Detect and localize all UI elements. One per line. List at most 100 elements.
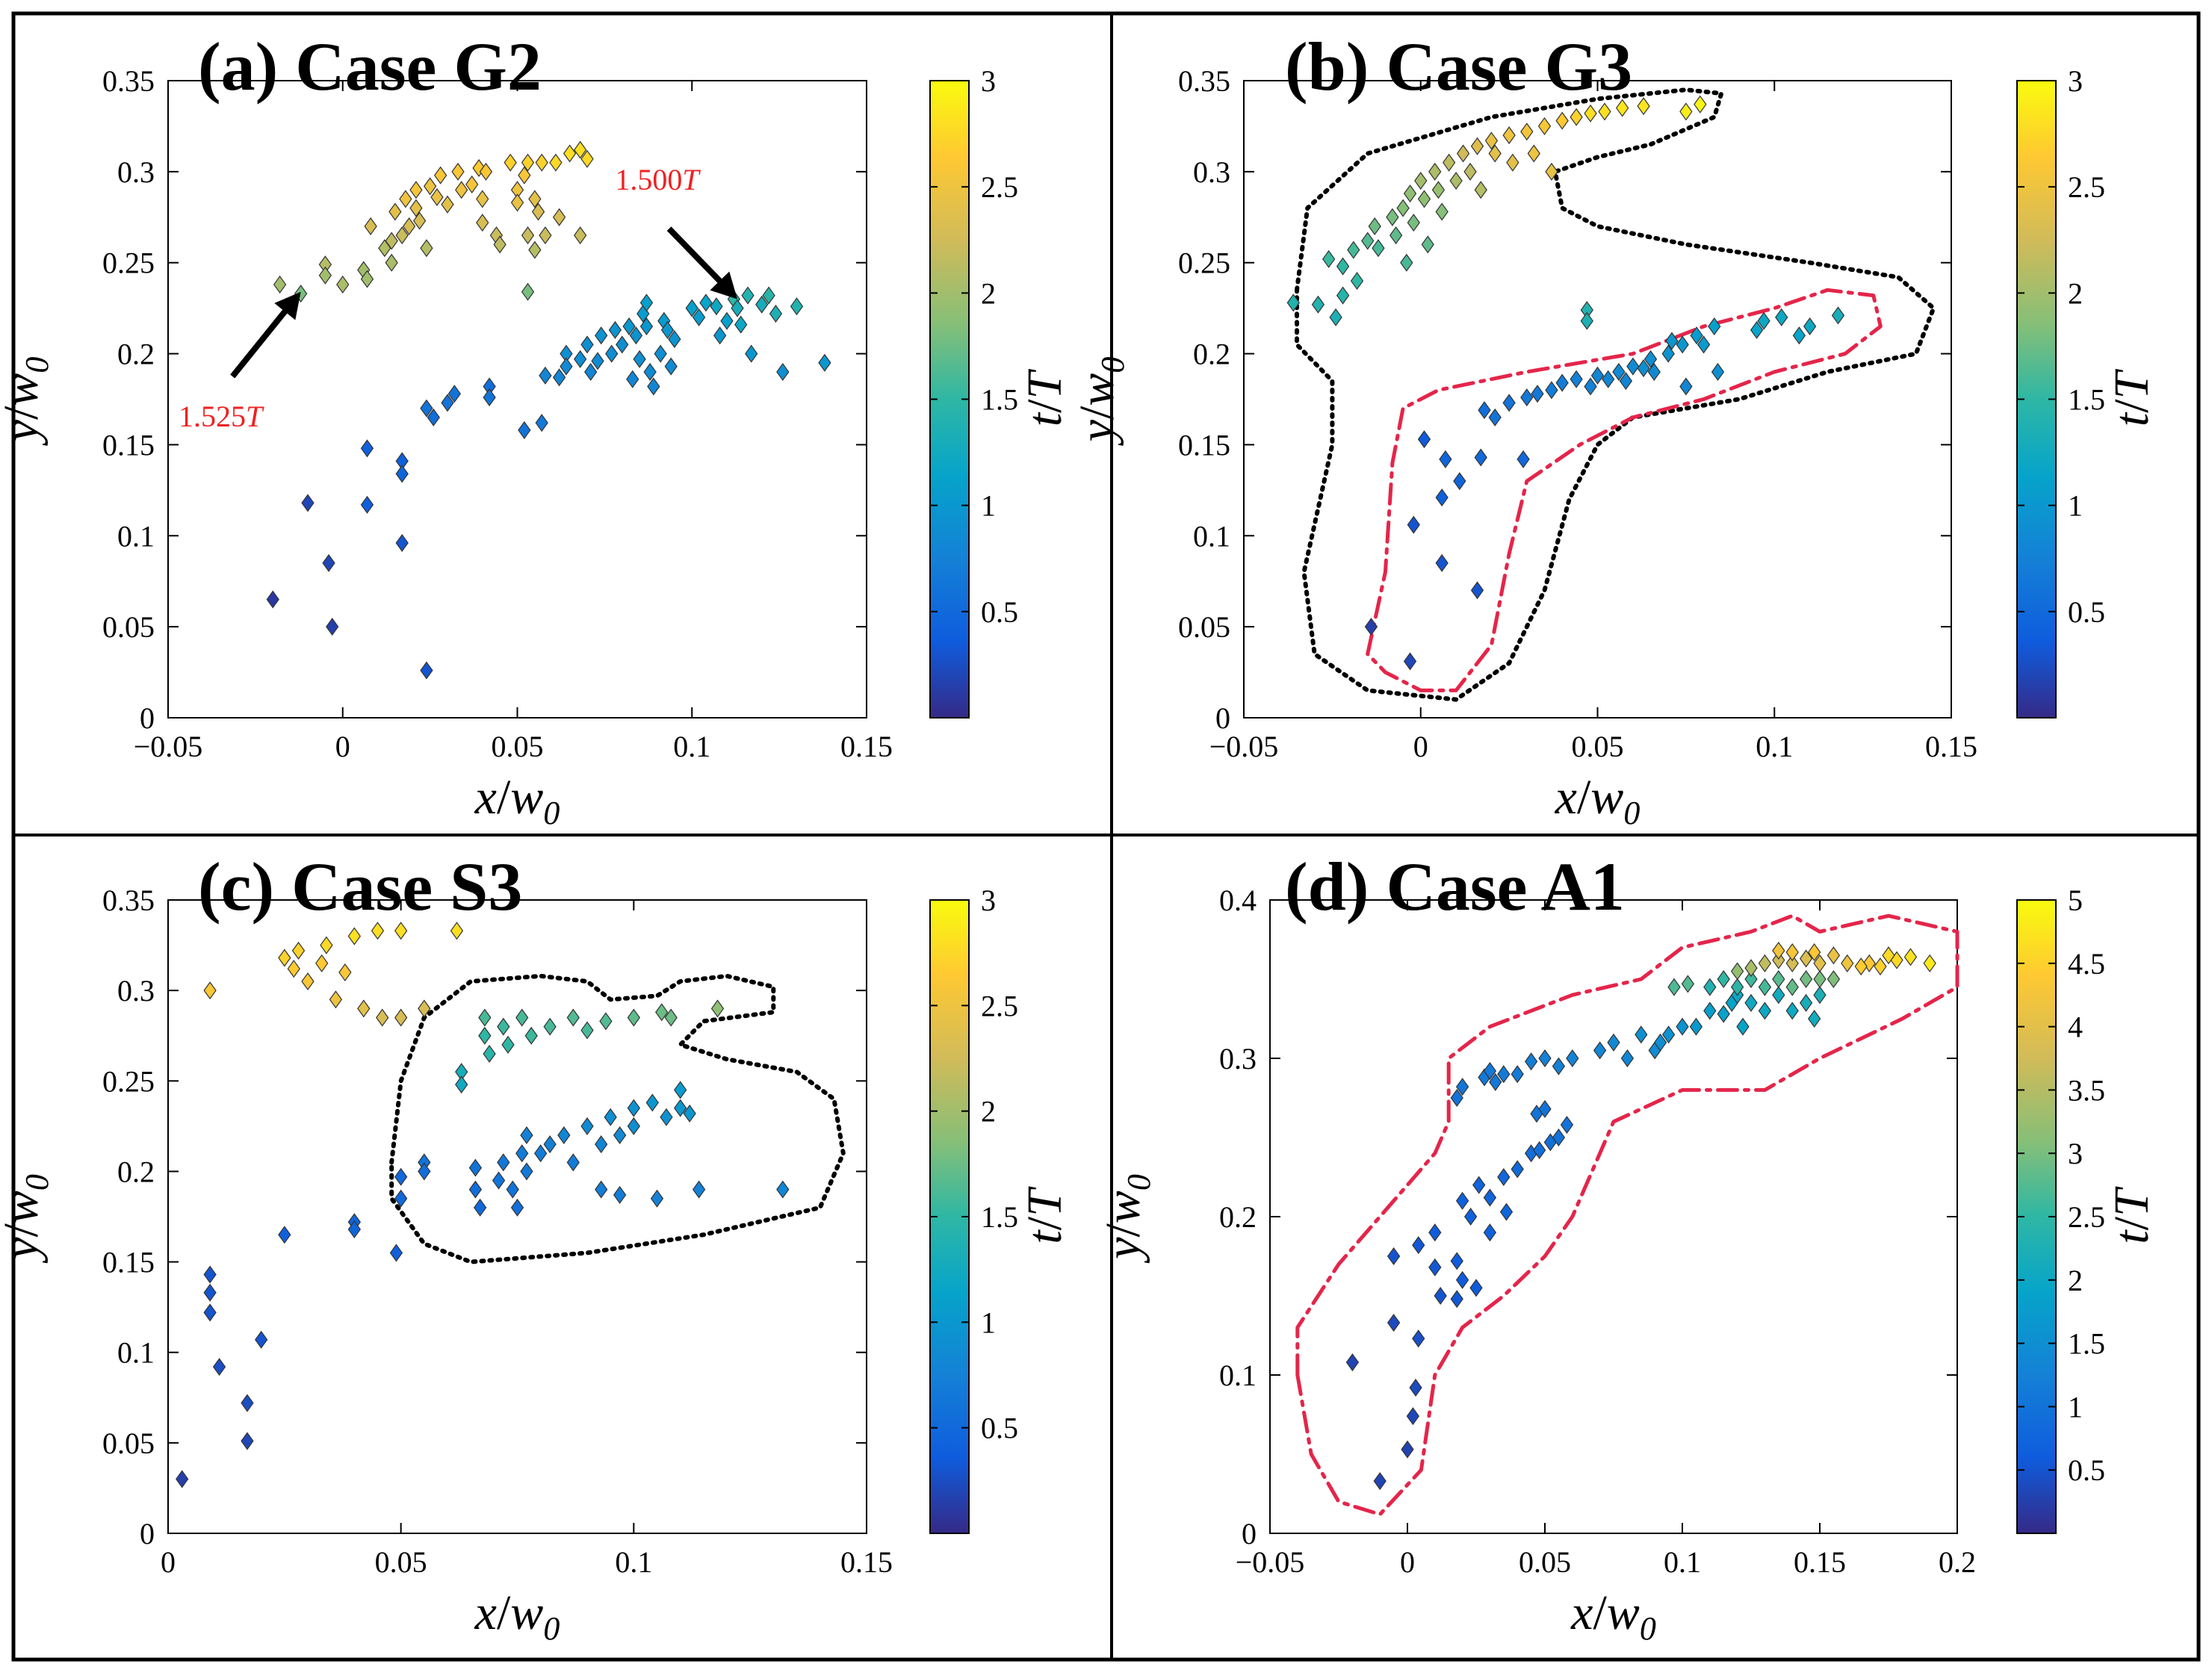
data-point [1667,978,1681,996]
data-point [497,1153,510,1172]
data-point [1736,1017,1750,1036]
x-tick-label: 0.1 [1756,730,1793,763]
x-axis-label: x/w0 [1570,1586,1656,1647]
colorbar-tick-label: 3.5 [2068,1073,2105,1107]
panel-b: −0.05 0 0.05 0.1 0.1500.050.10.150.20.250.30… [1070,28,2159,831]
data-point [613,1126,627,1144]
data-point [1456,144,1470,163]
data-point [1661,1025,1676,1044]
data-point [376,1008,389,1027]
data-point [616,335,629,354]
data-point [535,414,548,432]
data-point [1350,272,1364,291]
colorbar-label: t/T [1017,1186,1072,1244]
data-point [176,1470,189,1489]
data-point [1730,962,1744,981]
data-point [497,1017,510,1036]
data-point [521,282,535,301]
colorbar-tick-label: 3 [2068,64,2083,98]
data-point [347,927,361,946]
panel-title: (c) Case S3 [198,848,522,925]
data-point [1401,1440,1414,1459]
data-point [1361,232,1375,250]
data-point [1772,986,1785,1005]
data-point [1286,294,1300,312]
panel-d: −0.05 0 0.05 0.1 0.15 0.200.10.20.30.4 (d) Cas… [1096,848,2159,1647]
data-point [629,326,643,345]
data-point [1807,1009,1821,1028]
annotation-arrowhead [710,271,738,299]
data-point [301,972,315,991]
data-point [423,177,437,196]
data-point [322,553,335,572]
data-point [1329,308,1342,326]
data-point [668,330,681,349]
data-point [720,311,734,330]
data-point [1470,581,1484,600]
data-point [1593,1041,1607,1060]
data-point [418,1162,431,1181]
data-point [655,1003,669,1022]
data-point [1412,1329,1425,1348]
data-point [1453,472,1466,491]
data-point [645,1093,659,1112]
data-point [604,1108,617,1126]
data-point [402,217,416,235]
colorbar-tick-label: 2 [2068,276,2083,310]
data-point [360,495,374,514]
data-point [338,963,352,981]
data-point [713,326,727,345]
data-point [1414,172,1428,190]
data-point [430,187,444,207]
data-point [1488,144,1502,163]
data-point [627,1099,640,1117]
y-axis-label: y/w0 [1096,1174,1157,1264]
data-point [1665,332,1679,350]
data-point [776,362,790,381]
data-point [543,1017,557,1036]
data-point [360,439,374,458]
data-point [326,618,339,636]
data-point [1387,1247,1401,1266]
colorbar-label: t/T [1017,369,1072,427]
data-point [1545,381,1558,400]
data-point [599,1012,613,1031]
x-tick-label: 0 [1413,730,1428,763]
data-point [1813,986,1827,1005]
y-tick-label: 0 [1242,1517,1257,1551]
data-point [357,999,371,1018]
data-point [394,1008,408,1027]
data-point [692,1180,706,1199]
y-tick-label: 0.05 [1178,610,1230,644]
data-point [1488,408,1502,426]
data-point [212,1358,226,1376]
data-point [1903,948,1918,966]
data-point [660,320,675,339]
data-point [447,385,462,403]
data-point [483,1044,496,1063]
data-point [1421,235,1434,254]
data-point [1489,1073,1502,1091]
data-point [639,294,654,312]
data-point [1364,618,1378,636]
data-point [1463,162,1477,181]
x-tick-label: −0.05 [1236,1545,1305,1579]
data-point [255,1330,268,1349]
data-point [472,158,486,178]
data-point [1676,335,1689,354]
data-point [1689,1017,1703,1036]
data-point [468,1158,483,1177]
colorbar-label: t/T [2104,369,2159,427]
data-point [315,954,329,972]
data-point [674,1081,687,1099]
x-tick-label: 0.05 [375,1545,427,1579]
data-point [674,1099,687,1117]
data-point [473,1198,487,1217]
data-point [627,1008,640,1027]
data-point [1403,184,1417,203]
data-point [1620,1049,1635,1068]
colorbar-tick-label: 3 [2068,1137,2083,1170]
data-point [1679,377,1693,396]
y-tick-label: 0 [140,1517,155,1551]
colorbar-tick-label: 0.5 [981,1412,1018,1445]
